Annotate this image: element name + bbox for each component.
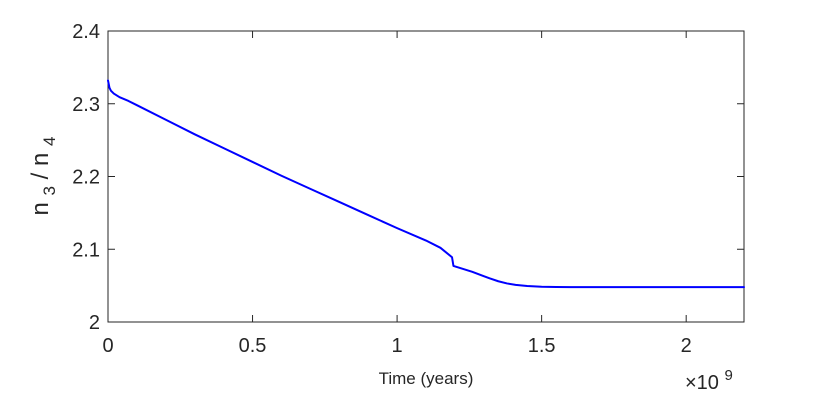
series-layer xyxy=(107,79,745,289)
y-tick-label: 2.2 xyxy=(72,167,100,189)
x-exponent-label: ×10 9 xyxy=(685,367,733,394)
y-tick-label: 2.1 xyxy=(72,239,100,261)
y-axis-title-sub1: 3 xyxy=(40,186,59,195)
series-line-1 xyxy=(107,79,745,289)
y-tick-label: 2 xyxy=(89,312,100,334)
y-tick-label: 2.3 xyxy=(72,94,100,116)
x-tick-label: 2 xyxy=(681,335,692,357)
x-tick-labels: 0 0.5 1 1.5 2 xyxy=(102,335,691,357)
y-tick-label: 2.4 xyxy=(72,21,100,43)
x-tick-label: 0.5 xyxy=(239,335,267,357)
x-tick-label: 1 xyxy=(392,335,403,357)
x-tick-label: 1.5 xyxy=(528,335,556,357)
ticks-layer xyxy=(107,30,744,323)
y-axis-title-base2: n xyxy=(27,153,54,166)
x-exponent-power: 9 xyxy=(725,367,733,384)
x-tick-label: 0 xyxy=(102,335,113,357)
x-axis-title: Time (years) xyxy=(379,369,474,388)
y-tick-labels: 2 2.1 2.2 2.3 2.4 xyxy=(72,21,100,334)
y-axis-title-sub2: 4 xyxy=(40,136,59,145)
y-axis-title-base1: n xyxy=(27,202,54,215)
plot-area xyxy=(107,30,745,323)
axes-box xyxy=(107,30,745,323)
x-exponent-prefix: ×10 xyxy=(685,372,719,394)
y-axis-title-slash: / xyxy=(27,172,54,179)
y-axis-title: n 3 / n 4 xyxy=(27,136,61,215)
